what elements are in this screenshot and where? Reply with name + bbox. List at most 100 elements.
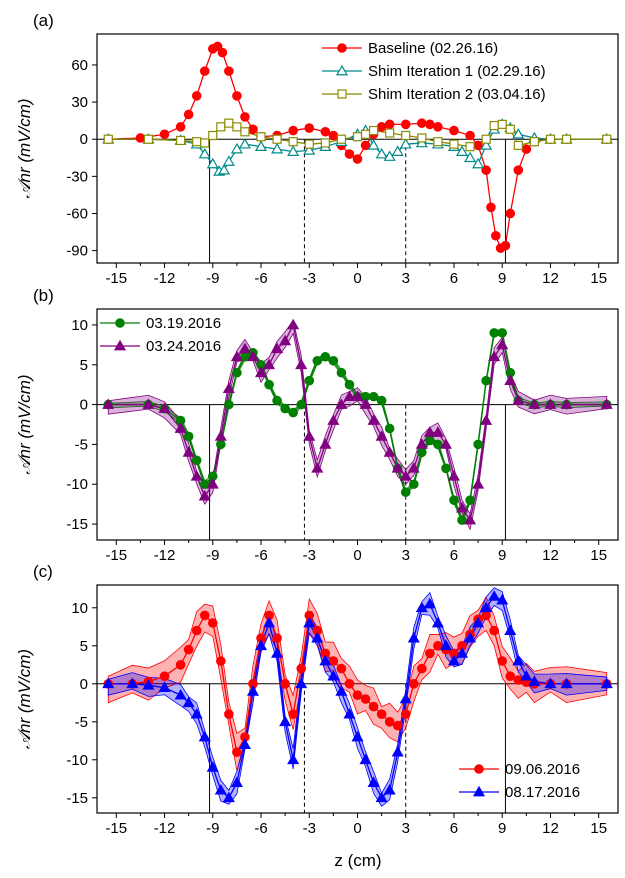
data-point-shim-iteration-2-03-04-16 — [192, 137, 202, 147]
data-point-03-19-2016 — [304, 375, 315, 386]
data-point-03-24-2016 — [447, 470, 461, 481]
data-point-shim-iteration-2-03-04-16 — [224, 118, 234, 128]
x-tick-label: 15 — [590, 270, 607, 287]
data-point-baseline-02-26-16 — [212, 41, 223, 52]
data-point-03-24-2016 — [174, 422, 187, 433]
data-point-09-06-2016 — [425, 648, 435, 659]
data-point-09-06-2016 — [216, 656, 226, 666]
data-point-baseline-02-26-16 — [481, 165, 491, 175]
data-point-03-24-2016 — [415, 438, 428, 449]
data-point-shim-iteration-2-03-04-16 — [545, 134, 556, 144]
data-point-03-24-2016 — [496, 338, 509, 350]
data-point-08-17-2016 — [560, 677, 573, 689]
data-point-03-19-2016 — [344, 379, 355, 390]
data-point-09-06-2016 — [288, 709, 298, 719]
data-point-08-17-2016 — [455, 647, 469, 658]
data-point-shim-iteration-2-03-04-16 — [449, 139, 459, 149]
data-point-08-17-2016 — [351, 730, 364, 742]
data-point-09-06-2016 — [232, 747, 242, 757]
data-point-08-17-2016 — [126, 677, 139, 689]
data-point-03-24-2016 — [142, 398, 155, 409]
data-point-08-17-2016 — [335, 685, 348, 696]
data-point-03-19-2016 — [449, 495, 459, 505]
data-point-baseline-02-26-16 — [304, 123, 315, 133]
data-point-shim-iteration-2-03-04-16 — [240, 127, 250, 137]
data-point-baseline-02-26-16 — [175, 122, 186, 132]
data-point-08-17-2016 — [520, 669, 533, 681]
data-point-03-24-2016 — [287, 318, 300, 330]
data-point-03-19-2016 — [312, 355, 323, 366]
data-point-03-24-2016 — [600, 398, 613, 409]
data-point-03-19-2016 — [417, 447, 427, 458]
y-tick-label: -15 — [66, 516, 88, 533]
data-point-08-17-2016 — [142, 679, 155, 690]
legend-marker-03-24-2016 — [113, 339, 127, 351]
legend-label-03-24-2016: 03.24.2016 — [146, 338, 221, 355]
x-tick-label: 6 — [450, 270, 458, 287]
data-point-03-24-2016 — [182, 446, 195, 457]
data-point-shim-iteration-1-02-29-16 — [206, 157, 219, 169]
data-point-09-06-2016 — [360, 694, 371, 704]
y-tick-label: 10 — [71, 317, 88, 334]
data-point-09-06-2016 — [384, 716, 395, 727]
data-point-03-24-2016 — [544, 398, 557, 409]
data-point-baseline-02-26-16 — [183, 109, 194, 120]
data-point-baseline-02-26-16 — [376, 122, 387, 132]
panel-c: -15 -12 -9 -6 -3 0 3 6 9 12 15 -15 -10 -5 0 5 10 09.06.2… — [15, 562, 619, 837]
data-point-03-24-2016 — [504, 374, 517, 386]
data-point-08-17-2016 — [472, 616, 485, 628]
data-point-03-24-2016 — [391, 462, 404, 473]
data-point-shim-iteration-2-03-04-16 — [561, 134, 572, 144]
data-point-03-19-2016 — [280, 403, 290, 414]
x-tick-label: -3 — [303, 547, 316, 564]
data-point-shim-iteration-1-02-29-16 — [375, 147, 388, 159]
data-point-08-17-2016 — [423, 597, 436, 609]
x-tick-label: 15 — [590, 820, 607, 837]
data-point-03-24-2016 — [512, 394, 525, 405]
data-point-03-24-2016 — [431, 426, 444, 437]
x-tick-label: -15 — [105, 270, 127, 287]
y-tick-label: -10 — [66, 752, 88, 769]
data-point-09-06-2016 — [272, 633, 282, 643]
data-point-03-24-2016 — [158, 402, 171, 413]
y-tick-label: -60 — [66, 205, 88, 222]
data-point-shim-iteration-2-03-04-16 — [304, 139, 314, 149]
data-point-08-17-2016 — [488, 590, 501, 601]
data-point-shim-iteration-1-02-29-16 — [254, 140, 268, 151]
data-point-baseline-02-26-16 — [417, 118, 427, 128]
data-point-shim-iteration-2-03-04-16 — [465, 142, 475, 152]
data-point-03-24-2016 — [279, 334, 292, 346]
data-point-03-24-2016 — [399, 470, 412, 481]
x-tick-label: 12 — [542, 547, 559, 564]
data-point-03-24-2016 — [472, 478, 485, 489]
data-point-08-17-2016 — [182, 696, 195, 708]
data-point-09-06-2016 — [497, 656, 508, 666]
x-tick-label: -6 — [254, 820, 267, 837]
data-point-shim-iteration-1-02-29-16 — [399, 137, 412, 149]
data-point-shim-iteration-2-03-04-16 — [360, 129, 371, 139]
data-point-shim-iteration-2-03-04-16 — [272, 134, 282, 144]
x-axis-label: z (cm) — [334, 851, 381, 870]
data-point-08-17-2016 — [311, 631, 324, 643]
data-point-shim-iteration-1-02-29-16 — [480, 139, 493, 150]
data-point-03-19-2016 — [425, 435, 435, 446]
data-point-03-19-2016 — [328, 355, 339, 366]
data-point-shim-iteration-2-03-04-16 — [208, 130, 218, 141]
data-point-shim-iteration-2-03-04-16 — [200, 138, 210, 148]
data-point-shim-iteration-2-03-04-16 — [497, 119, 507, 129]
data-point-baseline-02-26-16 — [486, 202, 496, 213]
data-point-baseline-02-26-16 — [521, 144, 532, 154]
data-point-baseline-02-26-16 — [240, 112, 250, 122]
panel-label-c: (c) — [33, 562, 53, 581]
series-line-09-06-2016 — [108, 613, 607, 755]
data-point-09-06-2016 — [392, 720, 403, 731]
data-point-08-17-2016 — [375, 791, 388, 803]
data-point-08-17-2016 — [254, 639, 268, 651]
y-tick-label: 60 — [71, 57, 88, 74]
data-point-03-24-2016 — [238, 342, 251, 354]
data-point-baseline-02-26-16 — [465, 130, 475, 141]
data-point-shim-iteration-1-02-29-16 — [238, 137, 251, 149]
data-point-shim-iteration-2-03-04-16 — [232, 122, 242, 132]
